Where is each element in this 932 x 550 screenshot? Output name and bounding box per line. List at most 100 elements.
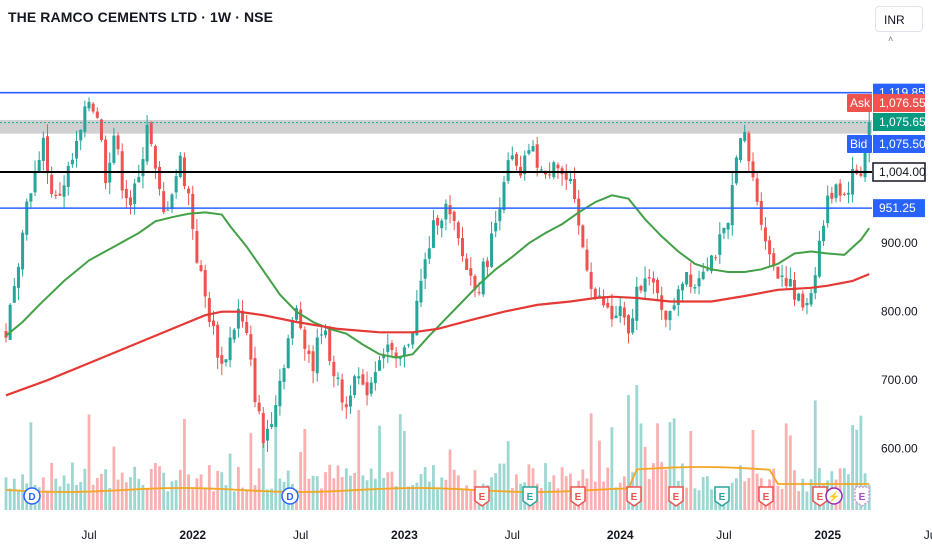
candle-body: [585, 249, 589, 271]
event-marker-label: ⚡: [828, 490, 840, 503]
candle-body: [216, 324, 220, 358]
volume-bar: [838, 468, 842, 510]
volume-bar: [71, 462, 74, 510]
volume-bar: [129, 477, 132, 510]
candle-body: [311, 351, 315, 372]
volume-bar: [552, 475, 556, 510]
volume-bar: [855, 429, 859, 510]
volume-bar: [212, 491, 215, 510]
candle-body: [597, 295, 601, 297]
candle-body: [253, 358, 257, 403]
volume-bar: [303, 428, 307, 510]
candle-body: [494, 223, 498, 232]
volume-bar: [170, 481, 174, 510]
event-marker-label: E: [763, 492, 770, 503]
candle-body: [203, 270, 207, 297]
volume-bar: [685, 487, 688, 510]
volume-bar: [357, 409, 361, 510]
price-axis-tag-text: 1,075.50: [879, 137, 926, 151]
volume-bar: [415, 482, 419, 510]
currency-selector[interactable]: INR: [875, 6, 923, 32]
candle-body: [747, 133, 751, 162]
volume-bar: [315, 476, 319, 510]
volume-bar: [652, 463, 655, 510]
price-prefix-tag-text: Bid: [850, 137, 867, 151]
volume-bar: [743, 481, 747, 510]
volume-bar: [593, 481, 597, 510]
candle-body: [66, 165, 70, 187]
candle-body: [282, 367, 286, 382]
candle-body: [427, 248, 431, 259]
candle-body: [324, 330, 328, 336]
event-marker-label: E: [673, 492, 680, 503]
candle-body: [656, 279, 660, 294]
volume-bar: [373, 478, 377, 510]
x-tick-label: Jul: [505, 528, 520, 542]
candle-body: [407, 344, 411, 346]
volume-bar: [751, 430, 755, 510]
candle-body: [535, 144, 539, 168]
event-marker-label: E: [817, 492, 824, 503]
y-tick-label: 700.00: [881, 373, 918, 387]
candle-body: [319, 334, 323, 336]
volume-bar: [805, 491, 809, 510]
volume-bar: [162, 472, 166, 510]
volume-bar: [510, 487, 514, 510]
event-marker-label: D: [28, 492, 35, 503]
volume-bar: [145, 488, 149, 510]
price-axis-tag-text: 1,075.65: [879, 115, 926, 129]
candle-body: [353, 376, 357, 395]
volume-bar: [672, 418, 676, 510]
candle-body: [639, 286, 643, 291]
volume-bar: [95, 477, 99, 510]
candle-body: [842, 193, 846, 195]
volume-bar: [133, 466, 137, 510]
volume-bar: [54, 478, 58, 510]
candle-body: [514, 153, 518, 166]
candle-body: [249, 334, 253, 360]
candle-body: [75, 140, 79, 159]
candle-body: [245, 321, 249, 334]
candle-body: [817, 240, 821, 277]
volume-bar: [91, 484, 95, 510]
candle-body: [133, 183, 137, 204]
volume-bar: [253, 485, 257, 510]
candle-body: [705, 269, 709, 271]
volume-bar: [813, 400, 817, 510]
volume-bar: [261, 432, 265, 510]
candle-body: [523, 155, 527, 175]
candle-body: [145, 124, 149, 162]
volume-bar: [548, 481, 552, 510]
candle-body: [129, 197, 132, 206]
volume-bar: [502, 463, 506, 510]
volume-bar: [241, 487, 244, 510]
candle-body: [378, 360, 381, 371]
candle-body: [776, 266, 780, 279]
candle-body: [730, 185, 734, 226]
candle-body: [635, 286, 639, 321]
event-marker-label: E: [631, 492, 638, 503]
price-axis-tag-text: 1,004.00: [879, 165, 926, 179]
x-tick-label: 2024: [607, 528, 634, 542]
candle-body: [16, 266, 20, 288]
candle-body: [461, 237, 464, 257]
earnings-marker: [522, 486, 538, 507]
candle-body: [299, 309, 303, 329]
dividend-marker: [281, 487, 299, 505]
candle-body: [278, 380, 282, 407]
candle-body: [307, 350, 311, 355]
candle-body: [174, 176, 178, 193]
volume-bar: [249, 433, 253, 510]
chevron-up-icon[interactable]: ˄: [888, 34, 894, 44]
volume-bar: [41, 477, 45, 510]
candle-body: [21, 232, 25, 270]
volume-bar: [635, 385, 639, 510]
volume-bar: [8, 488, 12, 510]
candle-body: [726, 223, 730, 230]
candle-body: [809, 293, 813, 305]
volume-bar: [278, 478, 282, 510]
x-tick-label: Jul: [81, 528, 96, 542]
volume-bar: [701, 477, 705, 510]
candle-body: [336, 377, 340, 379]
